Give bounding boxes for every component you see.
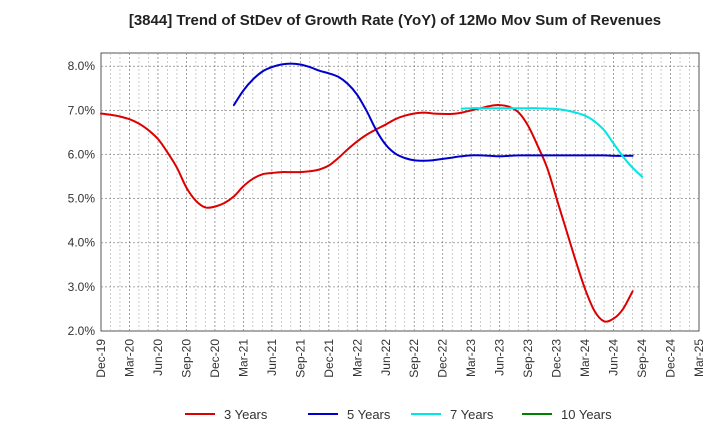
series-line-3-years — [100, 104, 634, 323]
series-lines — [100, 62, 643, 323]
x-tick-label: Sep-22 — [407, 339, 421, 378]
x-tick-label: Jun-24 — [607, 339, 621, 376]
x-tick-label: Sep-20 — [179, 339, 193, 378]
series-line-7-years — [460, 107, 643, 178]
y-tick-label: 4.0% — [68, 236, 96, 250]
y-tick-label: 2.0% — [68, 324, 96, 338]
x-tick-label: Sep-21 — [293, 339, 307, 378]
x-tick-label: Dec-21 — [322, 339, 336, 378]
x-tick-label: Mar-20 — [122, 339, 136, 377]
y-tick-label: 5.0% — [68, 192, 96, 206]
x-tick-label: Mar-25 — [692, 339, 706, 377]
legend-label: 3 Years — [224, 407, 268, 422]
grid — [100, 52, 700, 332]
legend-label: 7 Years — [450, 407, 494, 422]
chart-title: [3844] Trend of StDev of Growth Rate (Yo… — [129, 12, 661, 29]
y-tick-label: 6.0% — [68, 147, 96, 161]
x-tick-label: Jun-20 — [151, 339, 165, 376]
x-tick-label: Sep-23 — [521, 339, 535, 378]
x-tick-label: Mar-22 — [350, 339, 364, 377]
plot-area — [100, 52, 700, 332]
y-tick-label: 3.0% — [68, 280, 96, 294]
series-line-5-years — [232, 62, 634, 162]
x-tick-label: Dec-20 — [208, 339, 222, 378]
legend-label: 10 Years — [561, 407, 612, 422]
x-tick-label: Dec-23 — [550, 339, 564, 378]
legend-label: 5 Years — [347, 407, 391, 422]
x-tick-label: Mar-24 — [578, 339, 592, 377]
x-tick-label: Jun-22 — [379, 339, 393, 376]
y-tick-label: 7.0% — [68, 103, 96, 117]
x-tick-label: Mar-21 — [236, 339, 250, 377]
legend-item-5-years: 5 Years — [308, 407, 391, 422]
legend-item-3-years: 3 Years — [185, 407, 268, 422]
x-tick-label: Dec-22 — [436, 339, 450, 378]
legend-item-7-years: 7 Years — [411, 407, 494, 422]
axes: 2.0% 3.0% 4.0% 5.0% 6.0% 7.0% 8.0% Dec-19 Mar-20… — [68, 59, 706, 377]
x-tick-label: Sep-24 — [635, 339, 649, 378]
y-tick-label: 8.0% — [68, 59, 96, 73]
x-tick-label: Dec-24 — [664, 339, 678, 378]
legend-item-10-years: 10 Years — [522, 407, 612, 422]
x-tick-label: Jun-21 — [265, 339, 279, 376]
x-tick-label: Jun-23 — [493, 339, 507, 376]
legend: 3 Years 5 Years 7 Years 10 Years — [185, 407, 612, 422]
x-tick-label: Dec-19 — [94, 339, 108, 378]
x-tick-label: Mar-23 — [464, 339, 478, 377]
